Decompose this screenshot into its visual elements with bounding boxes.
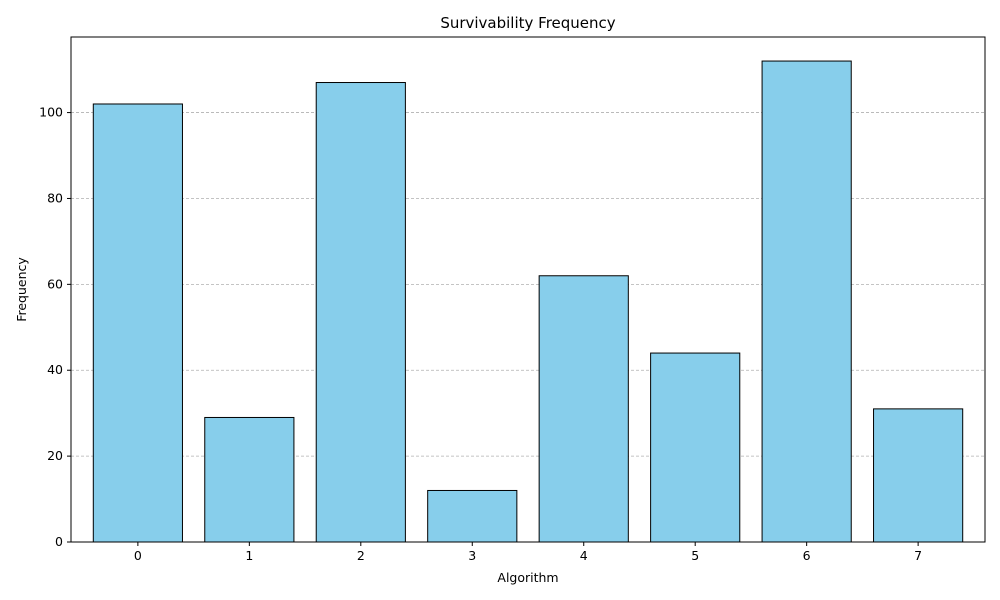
bars: [92, 60, 964, 543]
bar-1: [204, 416, 295, 543]
bar-2: [315, 82, 406, 543]
x-axis-ticks: 0 1 2 3 4 5 6 7: [134, 542, 922, 563]
bar-4: [538, 275, 629, 543]
bar-0: [92, 103, 183, 543]
y-tick-label: 20: [47, 448, 63, 463]
y-tick-label: 60: [47, 276, 63, 291]
y-tick-label: 40: [47, 362, 63, 377]
bar-5: [650, 352, 741, 543]
x-tick-label: 3: [468, 548, 476, 563]
x-tick-label: 7: [914, 548, 922, 563]
bar-6: [761, 60, 852, 543]
x-tick-label: 5: [691, 548, 699, 563]
plot-frame: [70, 36, 986, 543]
x-tick-label: 0: [134, 548, 142, 563]
y-tick-label: 0: [55, 534, 63, 549]
y-tick-label: 80: [47, 190, 63, 205]
x-tick-label: 4: [580, 548, 588, 563]
y-tick-label: 100: [39, 105, 63, 120]
x-axis-label: Algorithm: [497, 570, 558, 585]
bar-3: [427, 489, 518, 543]
y-axis-ticks: 0 20 40 60 80 100: [39, 105, 71, 549]
y-axis-label: Frequency: [14, 257, 29, 322]
x-tick-label: 1: [245, 548, 253, 563]
x-tick-label: 6: [803, 548, 811, 563]
bar-7: [873, 408, 964, 543]
x-tick-label: 2: [357, 548, 365, 563]
chart-title: Survivability Frequency: [440, 14, 615, 32]
